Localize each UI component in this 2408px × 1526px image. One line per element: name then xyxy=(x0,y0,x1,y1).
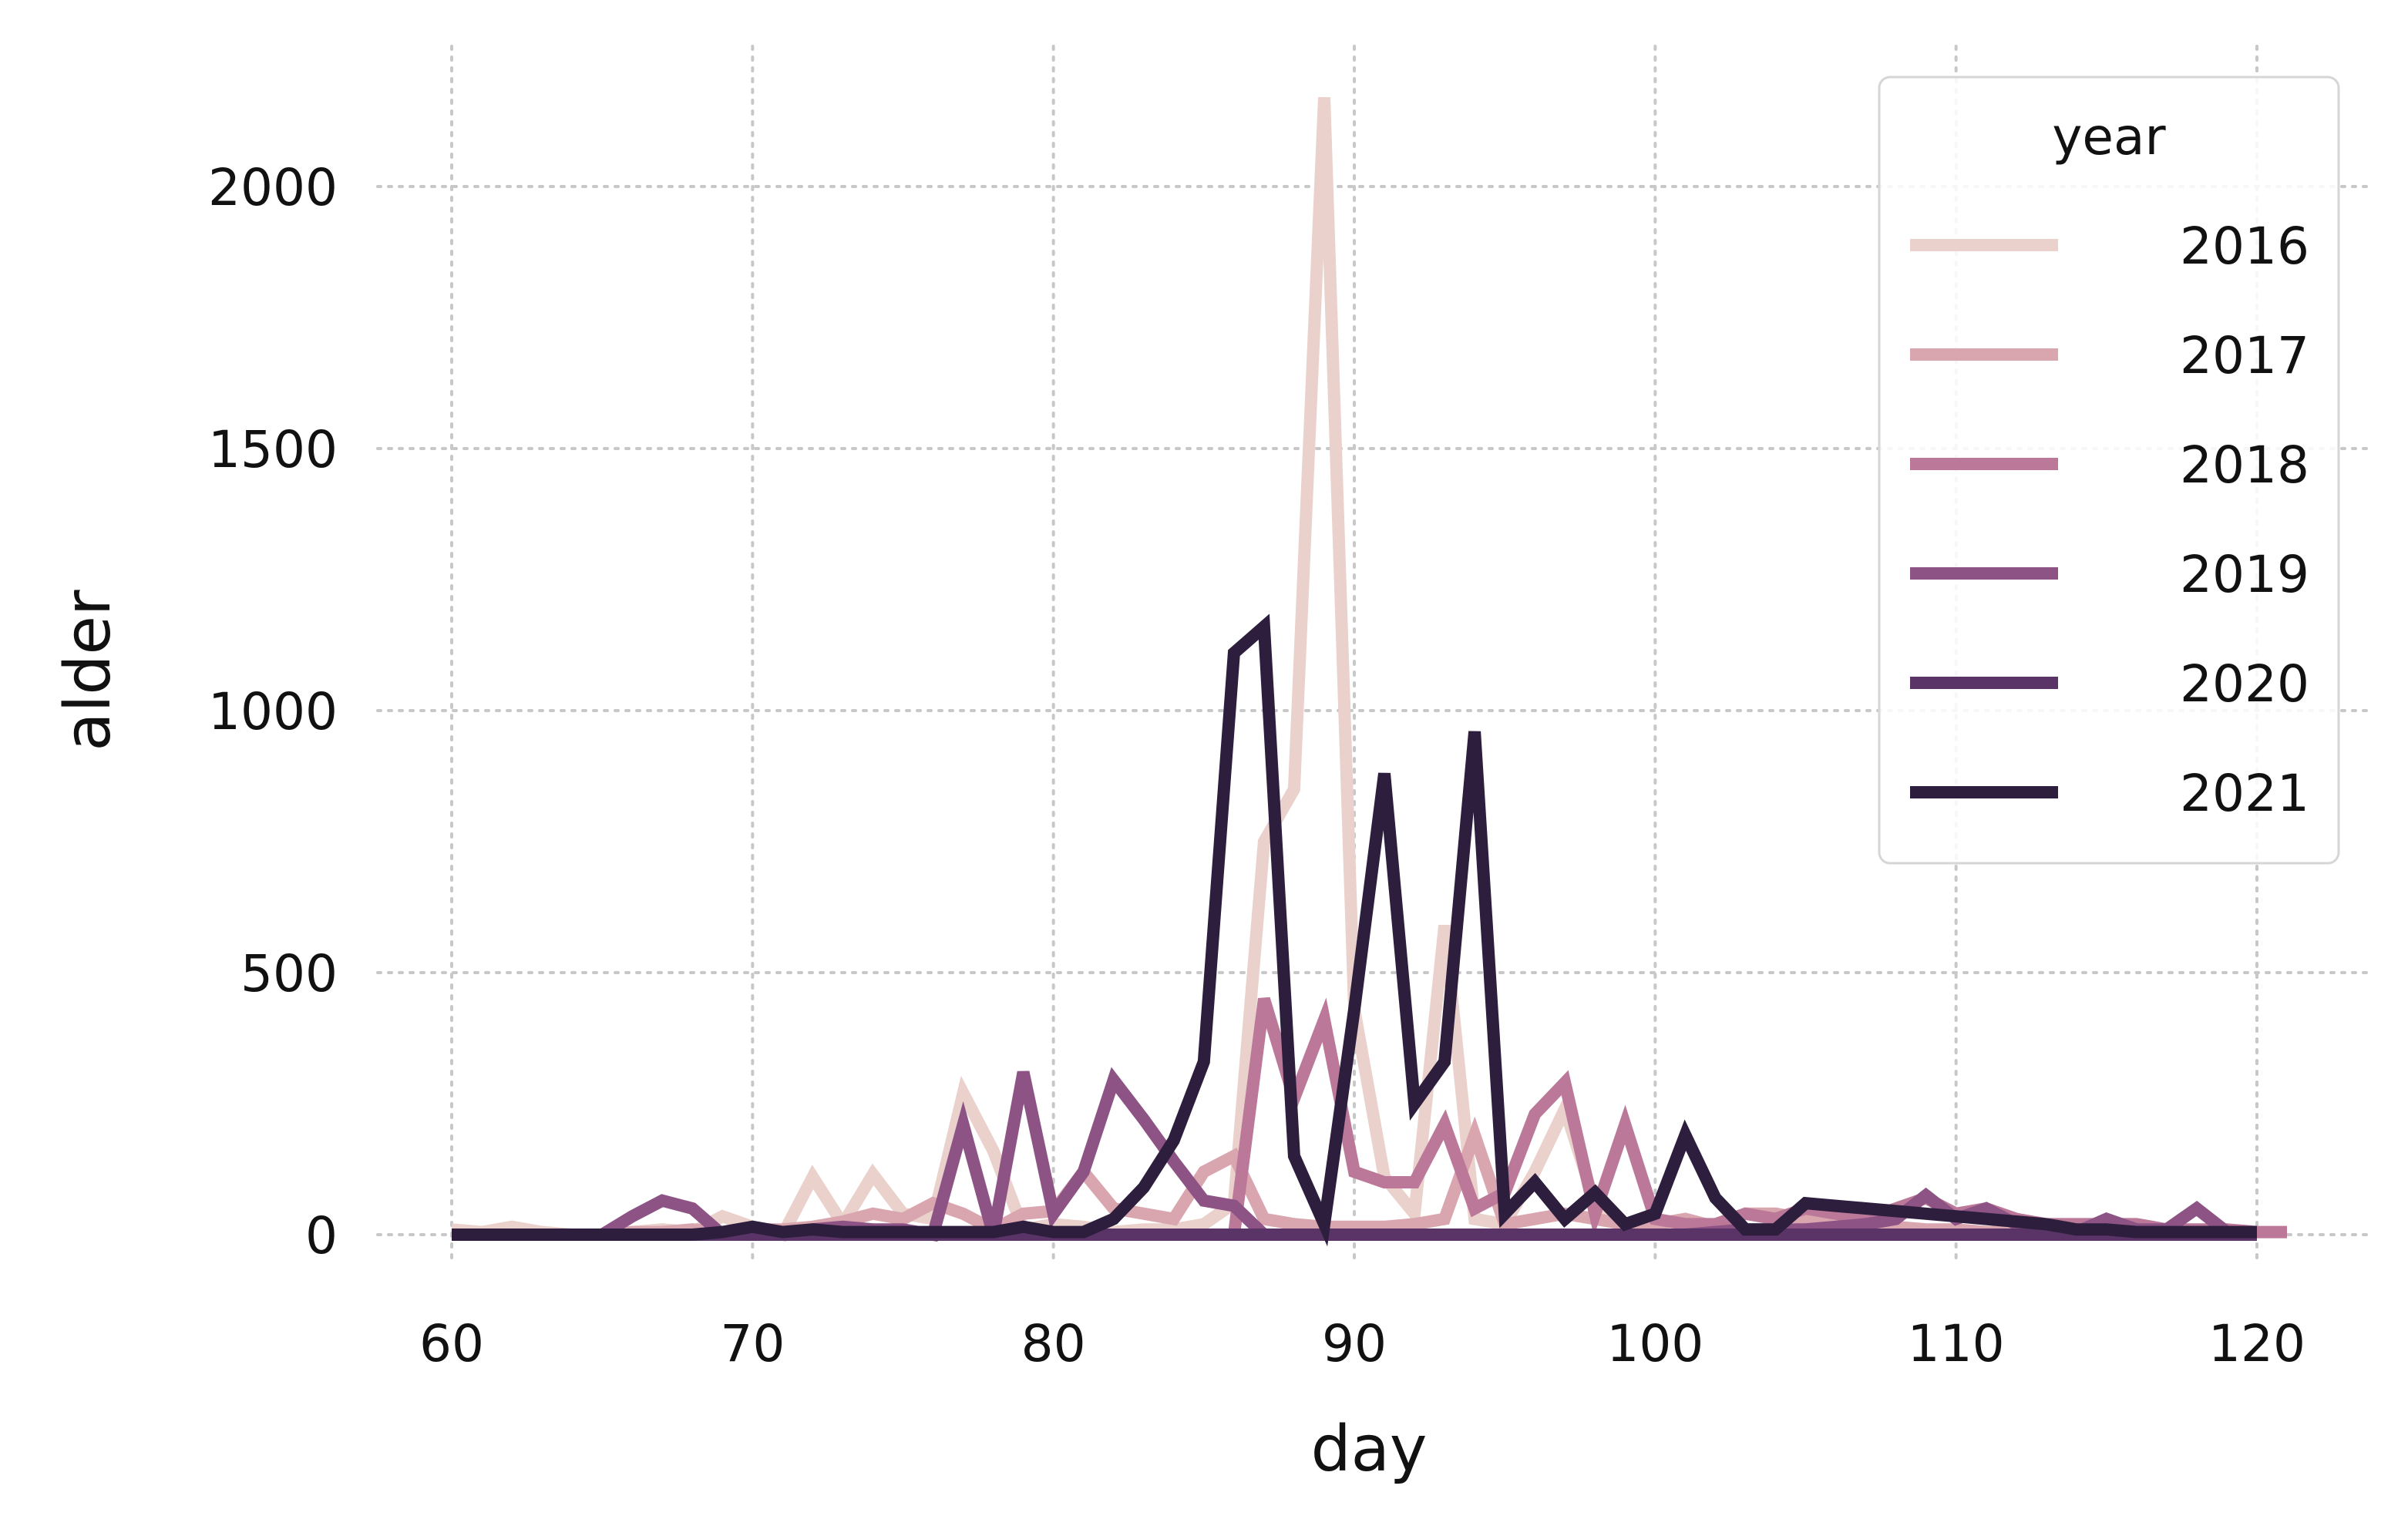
y-tick-label: 500 xyxy=(240,944,338,1003)
legend-label-2017: 2017 xyxy=(2180,326,2309,385)
legend-title: year xyxy=(2052,107,2166,166)
y-tick-label: 0 xyxy=(305,1206,338,1266)
legend-frame xyxy=(1878,76,2340,865)
y-axis-ticks: 0 500 1000 1500 2000 xyxy=(208,158,338,1266)
x-tick-label: 110 xyxy=(1908,1314,2005,1373)
x-tick-label: 70 xyxy=(720,1314,785,1373)
x-tick-label: 60 xyxy=(419,1314,484,1373)
legend-label-2018: 2018 xyxy=(2180,435,2309,495)
series-line-2021 xyxy=(452,613,2257,1247)
legend: year 2016 2017 2018 2019 2020 2021 xyxy=(1878,76,2340,865)
x-tick-label: 90 xyxy=(1322,1314,1387,1373)
x-axis-ticks: 60 70 80 90 100 110 120 xyxy=(419,1314,2305,1373)
legend-items: 2016 2017 2018 2019 2020 2021 xyxy=(1910,217,2309,823)
y-tick-label: 2000 xyxy=(208,158,338,217)
legend-label-2016: 2016 xyxy=(2180,217,2309,276)
series-lines xyxy=(451,97,2287,1247)
legend-label-2021: 2021 xyxy=(2180,764,2309,823)
x-axis-title: day xyxy=(1311,1413,1428,1486)
x-tick-label: 120 xyxy=(2208,1314,2305,1373)
x-tick-label: 100 xyxy=(1606,1314,1703,1373)
x-tick-label: 80 xyxy=(1021,1314,1086,1373)
y-tick-label: 1000 xyxy=(208,682,338,741)
y-axis-title: alder xyxy=(52,590,125,751)
legend-label-2019: 2019 xyxy=(2180,545,2309,604)
y-tick-label: 1500 xyxy=(208,420,338,479)
legend-label-2020: 2020 xyxy=(2180,654,2309,714)
